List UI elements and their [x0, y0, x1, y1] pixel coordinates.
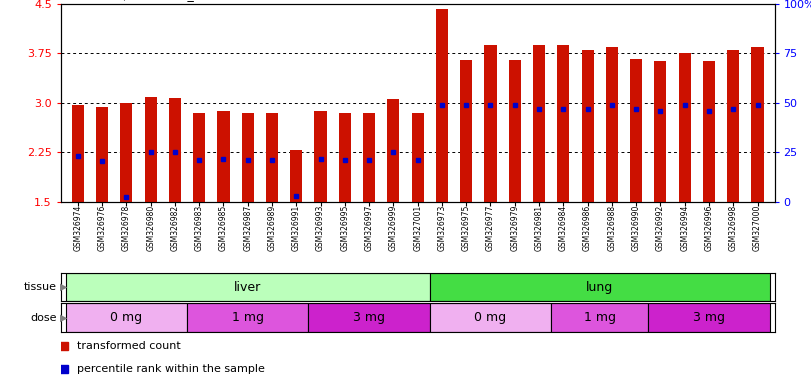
Text: GSM326975: GSM326975	[461, 204, 470, 251]
Bar	[630, 58, 642, 202]
Bar	[412, 113, 423, 202]
Bar	[187, 303, 308, 332]
Text: tissue: tissue	[24, 282, 57, 292]
Bar	[679, 53, 691, 202]
Bar	[71, 105, 84, 202]
Bar	[551, 303, 648, 332]
Bar	[752, 47, 764, 202]
Text: GSM327001: GSM327001	[413, 204, 423, 251]
Bar	[581, 50, 594, 202]
Text: GSM326987: GSM326987	[243, 204, 252, 251]
Text: 1 mg: 1 mg	[232, 311, 264, 324]
Text: GSM326985: GSM326985	[219, 204, 228, 251]
Text: ▶: ▶	[60, 313, 67, 323]
Bar	[508, 60, 521, 202]
Text: GSM326984: GSM326984	[559, 204, 568, 251]
Text: GSM326990: GSM326990	[632, 204, 641, 251]
Text: GSM327000: GSM327000	[753, 204, 762, 251]
Text: lung: lung	[586, 281, 613, 293]
Text: GSM326998: GSM326998	[729, 204, 738, 251]
Text: GSM326993: GSM326993	[316, 204, 325, 251]
Bar	[436, 9, 448, 202]
Bar	[169, 98, 181, 202]
Text: GSM326974: GSM326974	[73, 204, 83, 251]
Bar	[193, 113, 205, 202]
Text: GSM326995: GSM326995	[341, 204, 350, 251]
Bar	[242, 113, 254, 202]
Text: GSM326991: GSM326991	[292, 204, 301, 251]
Bar	[484, 45, 496, 202]
Text: 0 mg: 0 mg	[110, 311, 143, 324]
Text: GSM326983: GSM326983	[195, 204, 204, 251]
Bar	[66, 273, 430, 301]
Bar	[727, 50, 740, 202]
Text: GSM326988: GSM326988	[607, 204, 616, 250]
Bar	[290, 150, 303, 202]
Bar	[430, 303, 551, 332]
Text: GSM326992: GSM326992	[656, 204, 665, 251]
Text: dose: dose	[30, 313, 57, 323]
Text: GSM326978: GSM326978	[122, 204, 131, 251]
Text: GSM326981: GSM326981	[534, 204, 543, 250]
Text: GSM326997: GSM326997	[365, 204, 374, 251]
Text: GSM326977: GSM326977	[486, 204, 495, 251]
Bar	[430, 273, 770, 301]
Text: transformed count: transformed count	[76, 341, 180, 351]
Bar	[703, 61, 715, 202]
Bar	[363, 113, 375, 202]
Bar	[96, 108, 108, 202]
Text: 3 mg: 3 mg	[693, 311, 725, 324]
Text: 0 mg: 0 mg	[474, 311, 507, 324]
Text: ▶: ▶	[60, 282, 67, 292]
Text: GSM326973: GSM326973	[437, 204, 446, 251]
Bar	[606, 47, 618, 202]
Text: 1 mg: 1 mg	[584, 311, 616, 324]
Text: GSM326979: GSM326979	[510, 204, 519, 251]
Bar	[308, 303, 430, 332]
Bar	[144, 98, 157, 202]
Text: GSM326986: GSM326986	[583, 204, 592, 251]
Text: GDS3411 / 1456023_at: GDS3411 / 1456023_at	[61, 0, 206, 1]
Text: 3 mg: 3 mg	[353, 311, 385, 324]
Bar	[533, 45, 545, 202]
Bar	[266, 113, 278, 202]
Text: GSM326982: GSM326982	[170, 204, 179, 250]
Bar	[315, 111, 327, 202]
Text: GSM326999: GSM326999	[389, 204, 398, 251]
Bar	[654, 61, 667, 202]
Bar	[339, 113, 351, 202]
Bar	[217, 111, 230, 202]
Text: liver: liver	[234, 281, 261, 293]
Text: GSM326994: GSM326994	[680, 204, 689, 251]
Bar	[388, 99, 400, 202]
Text: GSM326996: GSM326996	[705, 204, 714, 251]
Bar	[460, 60, 472, 202]
Bar	[557, 45, 569, 202]
Text: percentile rank within the sample: percentile rank within the sample	[76, 364, 264, 374]
Bar	[120, 103, 132, 202]
Text: GSM326989: GSM326989	[268, 204, 277, 251]
Bar	[648, 303, 770, 332]
Text: GSM326980: GSM326980	[146, 204, 155, 251]
Text: GSM326976: GSM326976	[97, 204, 106, 251]
Bar	[66, 303, 187, 332]
